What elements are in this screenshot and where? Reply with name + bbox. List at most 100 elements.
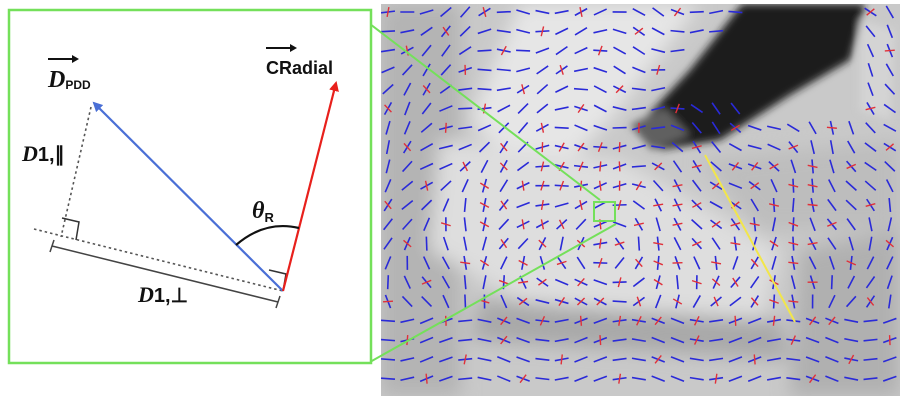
field-glyph <box>554 126 569 129</box>
field-glyph <box>381 377 396 381</box>
field-glyph-red <box>558 296 566 307</box>
field-glyph <box>845 180 857 191</box>
field-glyph <box>478 141 491 153</box>
field-glyph <box>651 27 665 36</box>
field-glyph <box>654 294 662 309</box>
field-glyph <box>728 375 743 382</box>
field-glyph-red <box>579 6 583 18</box>
field-glyph <box>554 106 569 111</box>
field-glyph-red <box>788 261 799 265</box>
field-glyph-red <box>444 122 447 133</box>
field-glyph <box>711 102 721 115</box>
field-glyph-red <box>384 104 392 113</box>
field-glyph <box>535 357 550 362</box>
field-glyph <box>593 28 608 34</box>
field-glyph <box>884 160 896 172</box>
field-glyph-red <box>559 64 564 75</box>
field-glyph-red <box>597 45 603 56</box>
field-glyph-red <box>598 257 603 268</box>
field-glyph <box>497 104 511 113</box>
field-glyph-red <box>386 6 390 18</box>
field-glyph <box>672 160 683 173</box>
field-glyph <box>732 256 739 270</box>
field-glyph <box>573 67 589 73</box>
field-glyph-red <box>540 219 545 230</box>
field-glyph-red <box>807 242 818 246</box>
field-glyph <box>612 28 627 35</box>
field-glyph <box>401 295 413 308</box>
field-glyph <box>419 162 434 171</box>
field-glyph <box>385 120 391 135</box>
field-glyph <box>670 356 685 363</box>
field-glyph <box>805 336 820 344</box>
field-glyph-red <box>462 161 469 172</box>
field-glyph <box>676 275 679 290</box>
field-glyph <box>420 122 433 133</box>
field-glyph <box>844 376 859 381</box>
field-glyph <box>500 294 508 309</box>
zoom-source-box <box>593 201 616 222</box>
field-glyph <box>463 275 467 290</box>
pdd-projection-dotted <box>60 106 92 238</box>
field-glyph <box>574 26 588 36</box>
field-glyph-red <box>828 316 836 326</box>
field-glyph-red <box>769 299 779 304</box>
field-glyph <box>381 30 396 33</box>
field-glyph-red <box>424 180 429 191</box>
field-glyph <box>422 256 431 270</box>
field-glyph <box>867 62 874 77</box>
field-glyph <box>728 356 743 363</box>
field-glyph <box>691 121 702 134</box>
field-glyph <box>593 317 608 325</box>
field-glyph-red <box>634 27 644 35</box>
field-glyph <box>477 28 492 35</box>
field-glyph-red <box>403 142 412 152</box>
field-glyph-red <box>753 354 756 365</box>
field-glyph-red <box>807 203 818 207</box>
field-glyph <box>458 126 473 130</box>
field-glyph-red <box>617 199 622 211</box>
field-glyph <box>692 295 701 308</box>
field-glyph <box>866 256 875 270</box>
field-glyph <box>865 122 876 134</box>
field-glyph <box>439 84 453 94</box>
field-glyph-red <box>826 126 837 129</box>
field-glyph-red <box>558 219 565 230</box>
field-glyph-red <box>788 144 799 150</box>
field-glyph <box>593 279 608 286</box>
field-glyph <box>631 144 646 150</box>
field-glyph-red <box>521 84 526 95</box>
field-glyph <box>828 256 835 270</box>
theta-angle-arc <box>235 224 300 246</box>
field-glyph-red <box>614 241 625 246</box>
field-glyph <box>458 319 473 323</box>
field-glyph <box>384 256 392 270</box>
field-glyph <box>612 221 627 228</box>
geometry-inset: DPDD CRadial θR D1,∥ D1,⊥ <box>7 8 373 365</box>
field-glyph <box>847 140 856 154</box>
field-glyph <box>383 237 393 250</box>
field-glyph <box>516 317 530 324</box>
field-glyph <box>481 236 488 251</box>
field-glyph-red <box>711 181 721 190</box>
perp-dimension-tick-right <box>275 295 281 309</box>
field-glyph <box>535 47 550 54</box>
field-glyph-red <box>790 335 796 345</box>
field-glyph <box>632 46 646 56</box>
field-glyph <box>612 338 627 342</box>
field-glyph <box>631 106 646 111</box>
field-glyph <box>689 376 704 381</box>
field-glyph <box>401 180 414 191</box>
cradial-vector-arrow <box>281 81 339 292</box>
field-glyph <box>574 356 588 363</box>
field-glyph-red <box>827 221 837 227</box>
field-glyph-red <box>711 220 721 228</box>
d1-perp-label: D1,⊥ <box>137 282 188 307</box>
field-glyph <box>401 200 414 210</box>
field-glyph-red <box>636 316 642 326</box>
field-glyph-red <box>578 161 584 172</box>
field-glyph <box>535 299 550 304</box>
field-glyph <box>574 124 588 132</box>
field-glyph <box>477 87 492 91</box>
field-glyph <box>554 278 569 286</box>
